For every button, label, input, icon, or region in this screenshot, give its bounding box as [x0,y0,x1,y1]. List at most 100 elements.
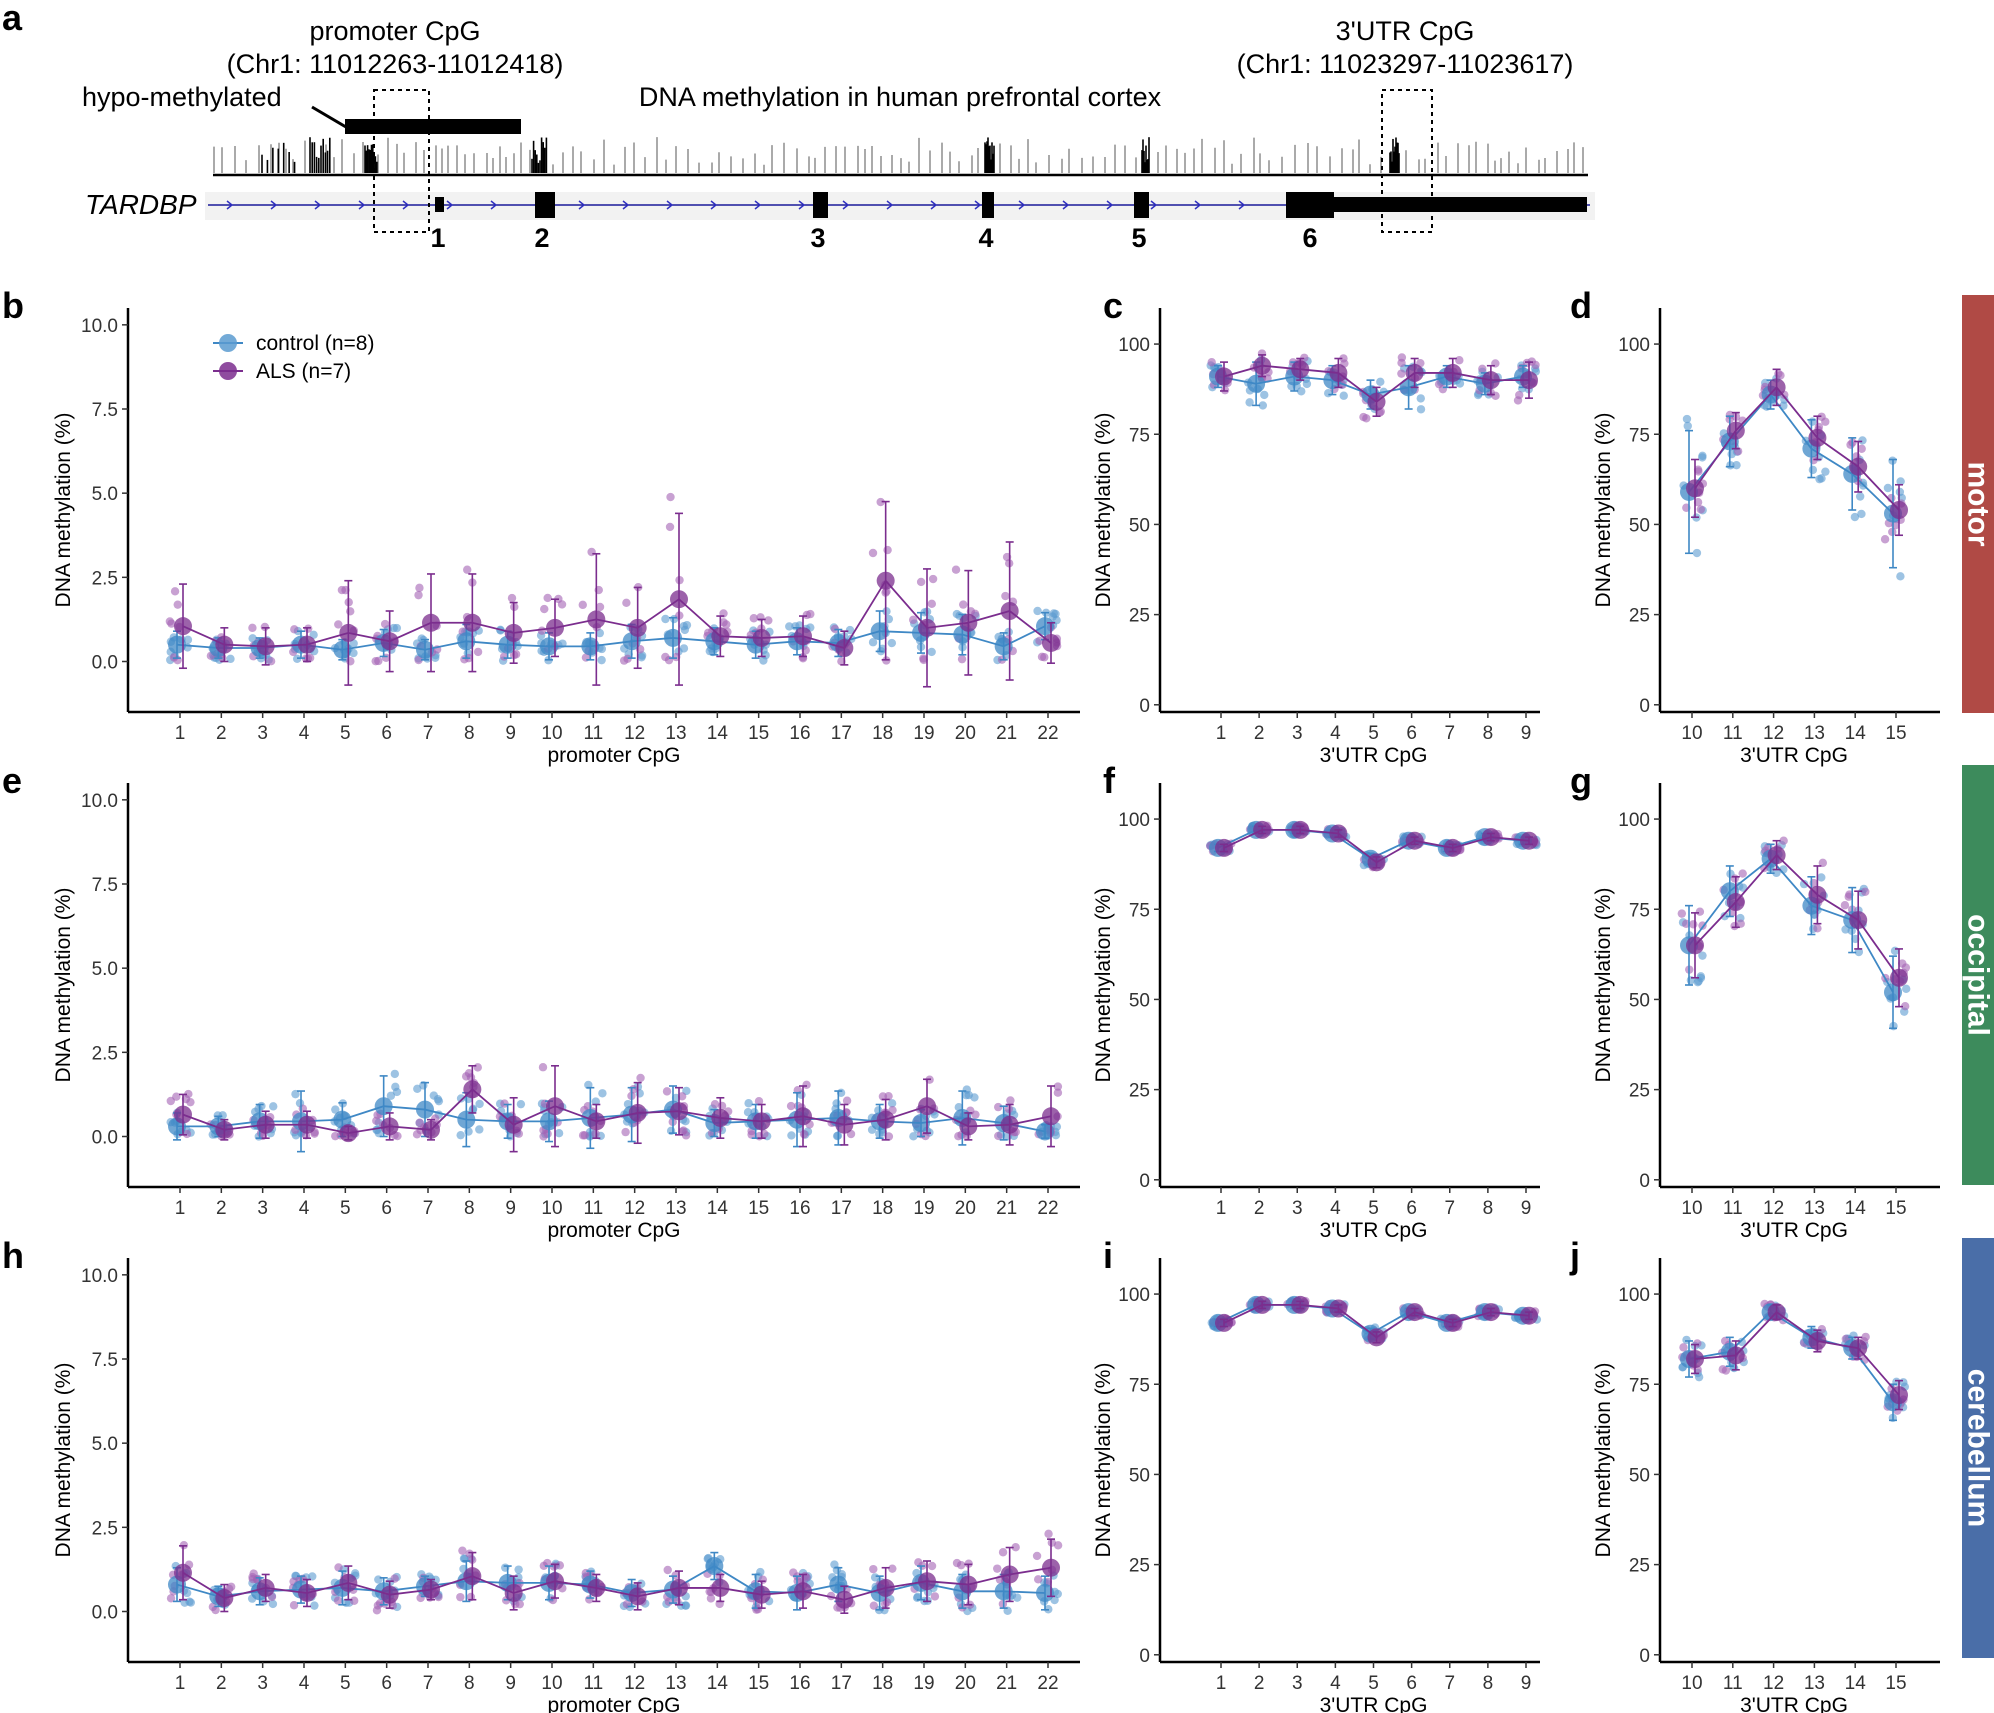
data-point-als [908,615,918,625]
x-tick-label: 10 [541,1198,562,1219]
x-tick-label: 11 [583,723,603,744]
data-point-control [591,1097,600,1106]
y-axis-title: DNA methylation (%) [1592,1363,1615,1558]
data-point-als [1880,535,1890,544]
x-tick-label: 12 [1763,723,1784,744]
x-tick-label: 6 [1406,1198,1417,1219]
data-point-als [930,1592,940,1601]
data-point-als [928,574,938,584]
data-point-als [1689,920,1698,929]
y-axis-title: DNA methylation (%) [52,413,75,608]
data-point-als [248,1574,257,1584]
y-axis-title: DNA methylation (%) [52,888,75,1083]
mean-marker-als [546,618,564,637]
y-tick-label: 75 [1629,425,1650,446]
data-point-control [1855,492,1865,501]
data-point-control [1772,868,1781,878]
data-point-control [1698,451,1707,460]
y-tick-label: 100 [1618,335,1650,356]
y-tick-label: 0.0 [92,1128,118,1149]
x-tick-label: 6 [381,1198,392,1219]
mean-marker-control [457,1110,476,1129]
x-tick-label: 15 [1885,723,1906,744]
data-point-control [845,625,855,635]
mean-marker-als [298,1115,316,1134]
x-tick-label: 17 [831,1198,852,1219]
y-axis-title: DNA methylation (%) [1092,1363,1115,1558]
x-tick-label: 17 [831,1673,852,1694]
data-point-control [1729,1363,1739,1373]
x-tick-label: 1 [175,1673,186,1694]
data-point-control [1808,465,1818,475]
y-tick-label: 75 [1629,900,1650,921]
mean-marker-als [1481,1303,1500,1322]
strand-arrow-icon [1018,200,1026,210]
data-point-control [884,614,894,624]
x-tick-label: 11 [1723,723,1743,744]
data-point-als [1035,636,1044,646]
mean-marker-als [339,1124,358,1143]
mean-marker-als [794,1582,812,1601]
x-tick-label: 15 [748,723,769,744]
mean-marker-als [1726,893,1745,912]
mean-marker-als [1767,378,1786,397]
x-tick-label: 8 [1483,723,1494,744]
x-tick-label: 6 [381,1673,392,1694]
data-point-control [349,648,358,658]
data-point-control [514,1565,523,1574]
data-point-als [679,1126,688,1135]
data-point-als [260,622,270,632]
data-point-als [578,1131,588,1140]
y-tick-label: 75 [1129,425,1150,446]
data-point-als [337,585,347,595]
y-tick-label: 7.5 [92,1350,118,1371]
y-axis-title: DNA methylation (%) [1092,888,1115,1083]
strand-arrow-icon [930,200,938,210]
data-point-control [1720,911,1729,921]
data-point-als [431,1114,440,1123]
x-tick-label: 2 [216,1673,227,1694]
y-tick-label: 0 [1139,1171,1150,1192]
mean-marker-control [540,1112,558,1131]
data-point-als [1861,887,1870,896]
exon-5-block [1134,192,1149,218]
data-point-als [1033,1575,1043,1584]
data-point-als [1047,1538,1057,1547]
x-tick-label: 1 [175,1198,186,1219]
data-point-control [637,653,646,662]
data-point-als [1813,924,1822,933]
exon-3-block [813,192,828,218]
data-point-control [291,1089,300,1099]
x-tick-label: 4 [1330,1198,1341,1219]
x-tick-label: 13 [665,1673,686,1694]
data-point-control [1013,1593,1022,1602]
x-tick-label: 5 [1368,1198,1379,1219]
region-label-motor: motor [1962,462,1994,547]
x-tick-label: 21 [996,1198,1017,1219]
data-point-control [390,1069,400,1079]
data-point-als [1821,417,1830,426]
strand-arrow-icon [314,200,322,210]
mean-marker-als [1890,968,1908,987]
data-point-als [266,657,276,666]
data-point-als [1040,653,1049,662]
mean-marker-als [1253,356,1272,375]
x-tick-label: 9 [1521,723,1532,744]
mean-marker-als [1767,846,1786,865]
data-point-als [994,1102,1003,1112]
x-tick-label: 2 [1254,723,1265,744]
data-point-als [1032,1551,1042,1561]
series-line-als [1694,385,1900,511]
data-point-als [994,1131,1003,1141]
x-tick-label: 13 [1804,1198,1825,1219]
mean-marker-als [256,1578,275,1597]
mean-marker-control [1399,378,1418,397]
strand-arrow-icon [1106,200,1114,210]
data-point-als [1776,371,1785,380]
y-tick-label: 25 [1129,606,1150,627]
x-tick-label: 11 [583,1673,603,1694]
data-point-als [842,1096,852,1105]
x-tick-label: 6 [381,723,392,744]
mean-marker-als [339,623,358,642]
x-tick-label: 1 [1216,1673,1227,1694]
